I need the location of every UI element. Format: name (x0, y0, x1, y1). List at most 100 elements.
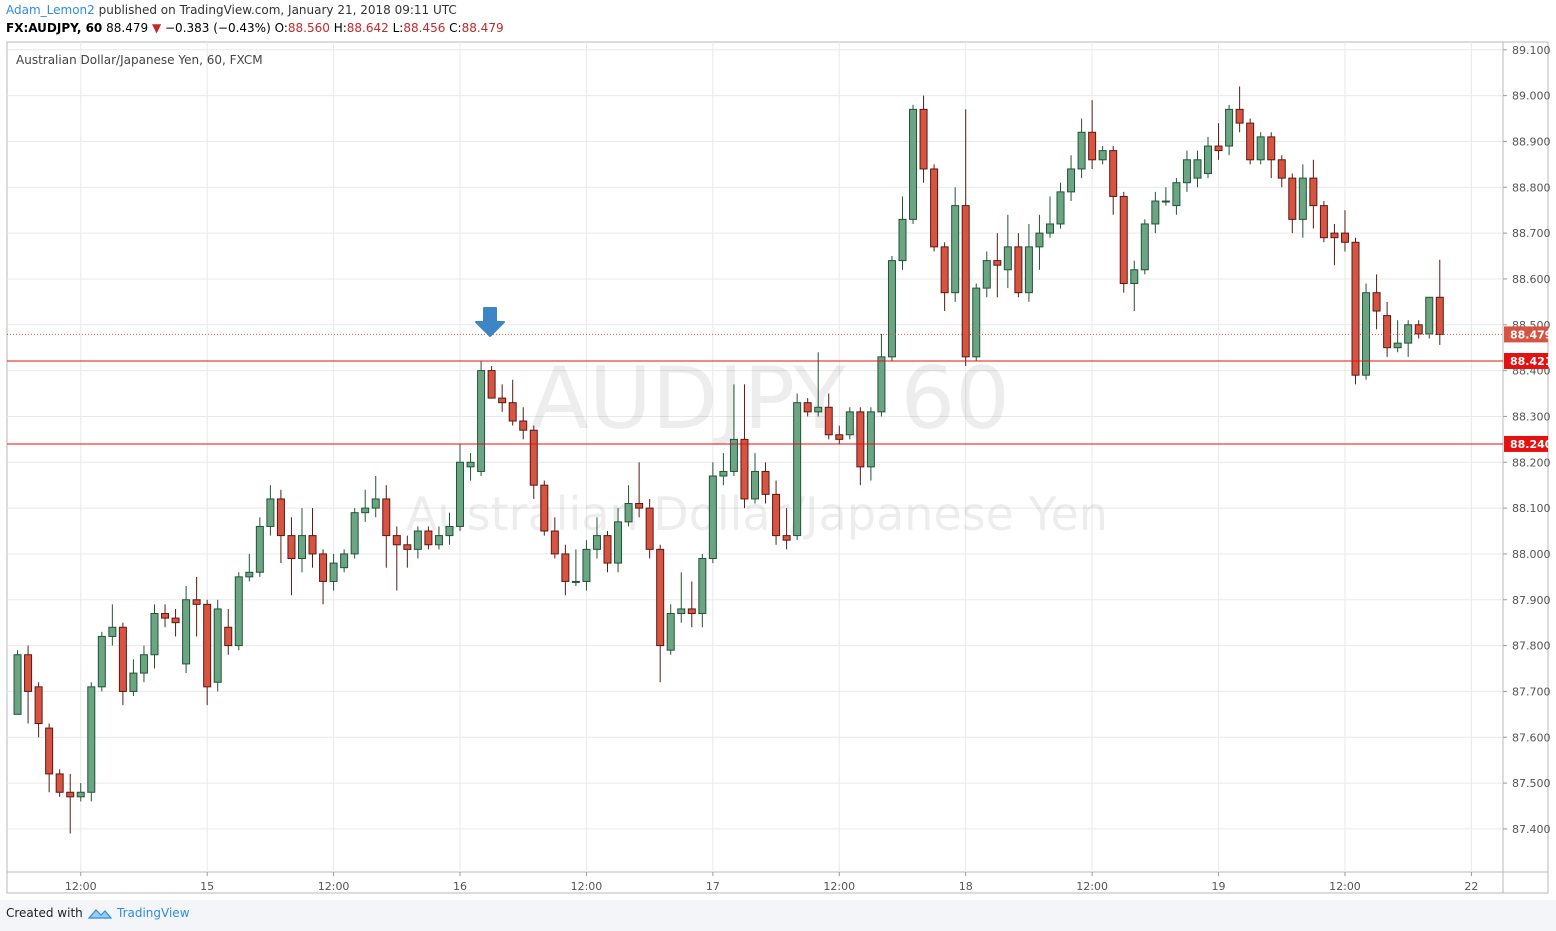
chart-frame (6, 41, 1549, 894)
candle-body (413, 530, 422, 550)
candle-body (34, 686, 43, 725)
candle-body (1256, 136, 1265, 161)
author-link[interactable]: Adam_Lemon2 (6, 3, 95, 17)
created-with: Created with (6, 906, 83, 920)
candle-body (1340, 232, 1349, 243)
y-tick-label: 88.800 (1512, 181, 1551, 194)
candle-body (519, 420, 528, 431)
candle-body (361, 507, 370, 514)
candle-body (182, 599, 191, 665)
candle-body (1319, 205, 1328, 239)
y-tick-label: 87.500 (1512, 777, 1551, 790)
arrow-annotation[interactable] (475, 307, 505, 337)
candle-body (1383, 315, 1392, 349)
candle-body (1035, 232, 1044, 248)
candle-body (1309, 177, 1318, 207)
brand-link[interactable]: TradingView (117, 906, 190, 920)
candle-body (761, 470, 770, 495)
candle-body (708, 475, 717, 560)
candle-body (751, 470, 759, 500)
candle-body (456, 461, 465, 527)
candle-body (1214, 145, 1223, 152)
candle-body (1182, 159, 1191, 184)
candle-body (1393, 342, 1402, 349)
candle-body (466, 461, 475, 468)
candle-body (1425, 296, 1434, 335)
y-tick-label: 87.700 (1512, 685, 1551, 698)
level-label: 88.421 (1510, 355, 1552, 368)
axes: 87.400 87.500 87.600 87.700 87.800 87.900 88.0… (65, 44, 1553, 893)
candle-body (1067, 168, 1076, 193)
y-tick-label: 88.100 (1512, 502, 1551, 515)
x-tick-label: 19 (1212, 880, 1226, 893)
candle-body (1435, 296, 1444, 335)
candle-body (139, 654, 148, 674)
candle-body (203, 603, 212, 688)
candle-body (266, 498, 275, 527)
candle-body (793, 402, 802, 537)
candle-body (1003, 246, 1012, 271)
plot (7, 86, 1503, 834)
candle-body (1204, 145, 1213, 175)
candle-body (919, 108, 928, 170)
y-tick-label: 88.600 (1512, 273, 1551, 286)
candle-body (1298, 177, 1307, 220)
candle-body (161, 613, 170, 619)
candle-body (1172, 182, 1181, 207)
last-price: 88.479 (106, 21, 149, 35)
candle-body (571, 580, 580, 583)
candle-body (961, 205, 970, 358)
candle-body (866, 411, 875, 468)
x-tick-label: 12:00 (1076, 880, 1108, 893)
candle-body (635, 503, 644, 509)
ohlc-label: O: (274, 21, 288, 35)
candle-body (772, 493, 781, 537)
direction: ▼ (151, 21, 162, 35)
candle-body (24, 654, 33, 692)
candle-body (540, 484, 549, 532)
ohlc-label: L: (392, 21, 404, 35)
y-tick-label: 87.800 (1512, 640, 1551, 653)
candle-body (1372, 292, 1381, 312)
candle-body (508, 402, 517, 422)
candle-body (645, 507, 654, 550)
candle-body (434, 535, 443, 546)
candle-body (1161, 200, 1170, 203)
y-tick-label: 87.900 (1512, 594, 1551, 607)
publish-text: published on TradingView.com, January 21… (98, 3, 457, 17)
x-tick-label: 18 (959, 880, 973, 893)
legend: Australian Dollar/Japanese Yen, 60, FXCM (16, 53, 263, 67)
level-label-box (1504, 435, 1548, 452)
candle-body (129, 672, 138, 692)
candle-body (234, 576, 243, 647)
candle-body (329, 562, 338, 582)
candle-body (1014, 246, 1023, 294)
candle-body (1098, 150, 1107, 161)
candle-body (677, 608, 686, 615)
candle-body (972, 287, 981, 358)
candle-body (350, 512, 359, 555)
candle-body (150, 613, 159, 656)
candle-body (930, 168, 939, 248)
candle-body (729, 438, 738, 472)
ohlc: O:88.560 H:88.642 L:88.456 C:88.479 (275, 21, 504, 35)
candle-body (1119, 195, 1128, 285)
last-price-box (1504, 326, 1548, 343)
candle-body (877, 356, 886, 413)
candle-body (1351, 241, 1360, 376)
publish-info: Adam_Lemon2 published on TradingView.com… (6, 3, 457, 17)
x-tick-label: 12:00 (65, 880, 97, 893)
candle-body (382, 498, 391, 537)
candle-body (108, 626, 117, 637)
level-label-box (1504, 352, 1548, 369)
y-tick-label: 88.900 (1512, 135, 1551, 148)
candle-body (371, 498, 380, 509)
candle-body (803, 402, 812, 413)
ohlc-label: C: (449, 21, 462, 35)
last-price-label: 88.479 (1510, 328, 1552, 341)
candle-body (1130, 269, 1139, 285)
x-tick-label: 12:00 (1329, 880, 1361, 893)
x-tick-label: 17 (706, 880, 720, 893)
candle-body (13, 654, 22, 715)
candle-body (909, 108, 918, 220)
